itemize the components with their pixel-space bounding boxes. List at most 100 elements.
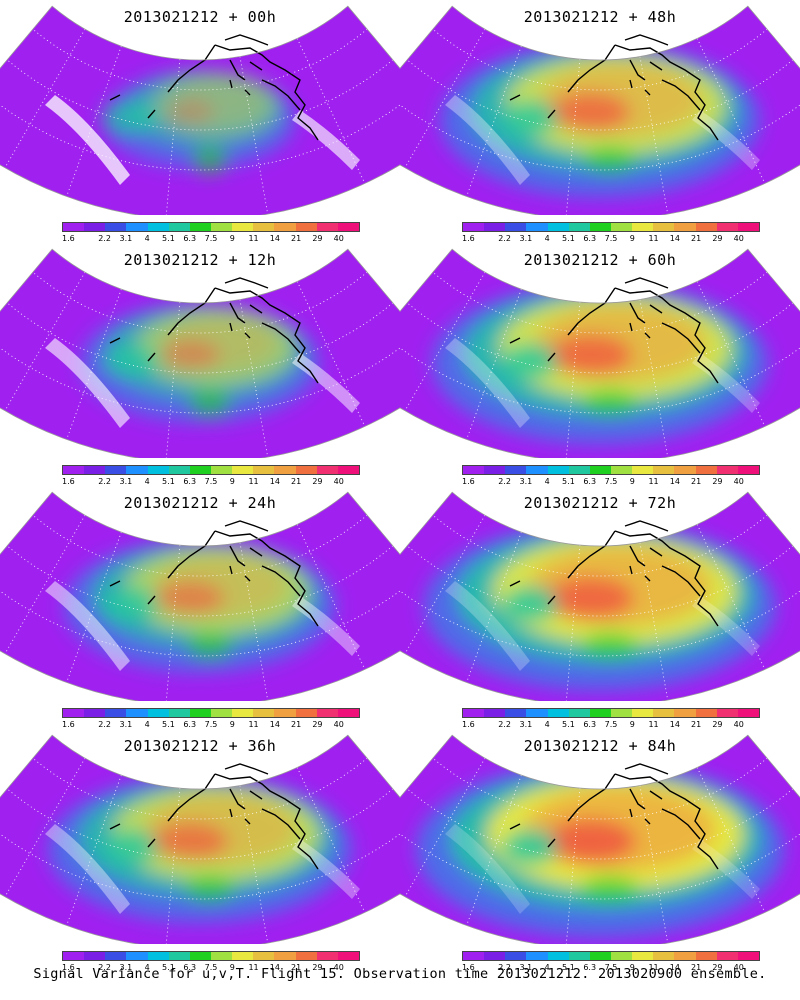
- colorbar-label: 21: [291, 234, 302, 243]
- colorbar-label: 6.3: [183, 477, 197, 486]
- colorbar-label: 5.1: [162, 963, 175, 972]
- colorbar-label: 14: [669, 963, 680, 972]
- colorbar-swatch: [610, 466, 633, 474]
- colorbar-label: 14: [669, 234, 680, 243]
- colorbar-label: 14: [669, 477, 680, 486]
- colorbar-swatch: [674, 952, 696, 960]
- colorbar-swatch: [126, 709, 148, 717]
- colorbar-label: 29: [712, 477, 723, 486]
- colorbar-swatch: [316, 466, 338, 474]
- colorbar-label: 3.1: [519, 720, 533, 729]
- colorbar-label: 29: [312, 963, 323, 972]
- colorbar-swatch: [147, 223, 169, 231]
- colorbar-swatch: [653, 466, 675, 474]
- colorbar-label: 14: [669, 720, 680, 729]
- colorbar-swatch: [63, 223, 85, 231]
- colorbar-label: 5.1: [162, 234, 175, 243]
- colorbar-swatch: [337, 709, 359, 717]
- colorbar-label: 5.1: [562, 477, 575, 486]
- colorbar-label: 1.6: [62, 477, 75, 486]
- variance-map: [400, 248, 800, 458]
- colorbar-label: 9: [629, 963, 635, 972]
- map-panel: 2013021212 + 12h 1.6 2.2 3.1 4 5.1 6.3 7.5 9 11 14…: [0, 243, 400, 487]
- colorbar: [462, 951, 760, 961]
- colorbar-swatch: [695, 709, 717, 717]
- colorbar-label: 3.1: [119, 720, 133, 729]
- colorbar-swatch: [610, 223, 633, 231]
- colorbar-swatch: [737, 466, 759, 474]
- colorbar-swatch: [84, 466, 106, 474]
- colorbar-label: 14: [269, 720, 280, 729]
- colorbar-swatch: [232, 709, 254, 717]
- colorbar-swatch: [632, 223, 654, 231]
- colorbar-label: 2.2: [98, 234, 111, 243]
- colorbar-label: 11: [648, 477, 659, 486]
- colorbar-label: 1.6: [62, 234, 75, 243]
- colorbar-swatch: [737, 709, 759, 717]
- map-panel: 2013021212 + 72h 1.6 2.2 3.1 4 5.1 6.3 7.5 9 11 14…: [400, 486, 800, 730]
- colorbar-label: 4: [544, 963, 550, 972]
- colorbar-label: 21: [691, 720, 702, 729]
- colorbar-swatch: [189, 709, 211, 717]
- colorbar-label: 4: [544, 477, 550, 486]
- colorbar-label: 40: [333, 477, 344, 486]
- colorbar-swatch: [653, 223, 675, 231]
- map-panel: 2013021212 + 00h 1.6 2.2 3.1 4 5.1 6.3 7.5 9 11 14…: [0, 0, 400, 244]
- colorbar-swatch: [526, 709, 548, 717]
- colorbar-swatch: [147, 952, 169, 960]
- panel-title: 2013021212 + 72h: [523, 494, 677, 512]
- variance-map: [400, 734, 800, 944]
- colorbar-label: 3.1: [119, 234, 133, 243]
- colorbar-label: 6.3: [583, 963, 597, 972]
- colorbar-swatch: [568, 223, 590, 231]
- colorbar-label: 7.5: [604, 720, 618, 729]
- colorbar-swatch: [526, 223, 548, 231]
- colorbar-labels: 1.6 2.2 3.1 4 5.1 6.3 7.5 9 11 14 21 29 40: [462, 720, 760, 730]
- colorbar-swatch: [168, 466, 190, 474]
- colorbar-label: 14: [269, 963, 280, 972]
- colorbar-label: 2.2: [98, 720, 111, 729]
- colorbar-swatch: [653, 952, 675, 960]
- colorbar-swatch: [189, 223, 211, 231]
- colorbar-label: 9: [229, 234, 235, 243]
- colorbar-swatch: [484, 466, 506, 474]
- colorbar-label: 21: [691, 234, 702, 243]
- colorbar-label: 11: [648, 234, 659, 243]
- map-panel: 2013021212 + 60h 1.6 2.2 3.1 4 5.1 6.3 7.5 9 11 14…: [400, 243, 800, 487]
- colorbar-label: 5.1: [162, 477, 175, 486]
- colorbar-swatch: [505, 466, 527, 474]
- colorbar-label: 9: [229, 477, 235, 486]
- panel-title: 2013021212 + 48h: [523, 8, 677, 26]
- colorbar-swatch: [463, 709, 485, 717]
- colorbar-swatch: [295, 952, 317, 960]
- colorbar-label: 1.6: [462, 477, 475, 486]
- colorbar-swatch: [568, 466, 590, 474]
- colorbar-label: 21: [691, 963, 702, 972]
- colorbar-label: 1.6: [62, 963, 75, 972]
- colorbar-swatch: [253, 952, 275, 960]
- colorbar-label: 2.2: [98, 963, 111, 972]
- colorbar: [462, 222, 760, 232]
- colorbar-swatch: [126, 952, 148, 960]
- colorbar-swatch: [274, 223, 296, 231]
- panel-title: 2013021212 + 36h: [123, 737, 277, 755]
- colorbar-swatch: [84, 952, 106, 960]
- colorbar-swatch: [105, 709, 127, 717]
- map-panel: 2013021212 + 48h 1.6 2.2 3.1 4 5.1 6.3 7.5 9 11 14…: [400, 0, 800, 244]
- colorbar-label: 3.1: [519, 477, 533, 486]
- colorbar-label: 40: [333, 963, 344, 972]
- colorbar-swatch: [147, 466, 169, 474]
- colorbar-labels: 1.6 2.2 3.1 4 5.1 6.3 7.5 9 11 14 21 29 40: [462, 963, 760, 973]
- colorbar-swatch: [105, 223, 127, 231]
- colorbar: [62, 222, 360, 232]
- colorbar-label: 29: [312, 720, 323, 729]
- colorbar-swatch: [737, 223, 759, 231]
- variance-map: [400, 491, 800, 701]
- colorbar-label: 40: [733, 234, 744, 243]
- colorbar: [62, 708, 360, 718]
- colorbar-swatch: [547, 223, 569, 231]
- colorbar-label: 4: [144, 477, 150, 486]
- colorbar-swatch: [716, 466, 738, 474]
- colorbar-swatch: [463, 466, 485, 474]
